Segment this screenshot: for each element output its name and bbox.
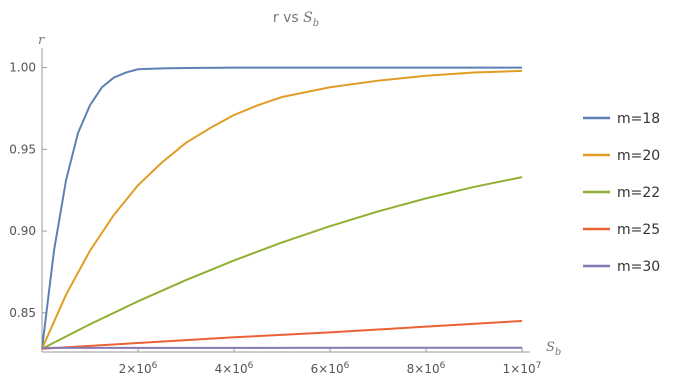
x-tick-label: 8×106: [407, 361, 446, 376]
x-tick-label: 4×106: [215, 361, 254, 376]
chart-title: r vs Sb: [273, 10, 319, 29]
legend-label: m=30: [617, 259, 660, 275]
legend-label: m=25: [617, 222, 660, 238]
y-tick-label: 0.95: [9, 142, 36, 156]
axis-ticks: 0.85 0.90 0.95 1.00 2×106 4×106 6×106 8×106 1×10…: [9, 61, 541, 376]
legend-label: m=22: [617, 185, 660, 201]
series-line-m-25: [41, 319, 523, 350]
y-tick-label: 0.90: [9, 224, 36, 238]
x-tick-label: 2×106: [119, 361, 158, 376]
legend-label: m=18: [617, 111, 660, 127]
y-tick-label: 1.00: [9, 61, 36, 75]
series-line-m-18: [41, 66, 522, 349]
y-axis-label: r: [38, 33, 45, 48]
series-line-m-20: [41, 69, 523, 350]
x-tick-label: 6×106: [311, 361, 350, 376]
series-line-m-22: [41, 176, 523, 350]
x-axis-label: Sb: [546, 340, 561, 358]
series-lines: [41, 66, 523, 350]
x-tick-label: 1×107: [503, 361, 542, 376]
legend-label: m=20: [617, 148, 660, 164]
legend: m=18 m=20 m=22 m=25 m=30: [583, 111, 660, 275]
y-tick-label: 0.85: [9, 306, 36, 320]
